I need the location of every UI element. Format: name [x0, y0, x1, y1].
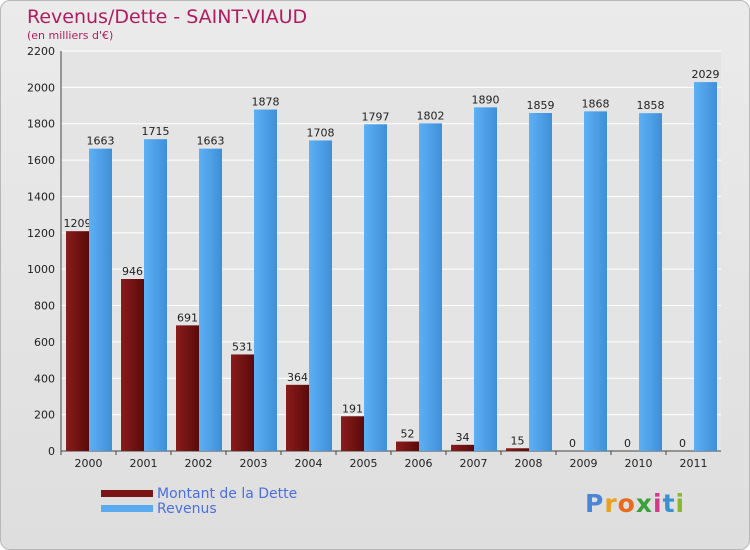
x-tick-label: 2000: [75, 457, 103, 470]
data-label-revenus: 1663: [197, 135, 225, 148]
data-label-dette: 1209: [64, 217, 92, 230]
bar-revenus: [309, 140, 332, 452]
data-label-revenus: 1663: [87, 135, 115, 148]
data-label-revenus: 1890: [472, 93, 500, 106]
data-label-revenus: 1858: [637, 99, 665, 112]
data-label-dette: 691: [177, 311, 198, 324]
legend-item-dette: Montant de la Dette: [101, 485, 298, 502]
data-label-revenus: 1708: [307, 126, 335, 139]
data-label-dette: 0: [679, 437, 686, 450]
proxiti-logo: Proxiti: [585, 489, 686, 518]
y-tick-label: 2200: [27, 45, 55, 58]
x-tick-label: 2009: [570, 457, 598, 470]
bar-revenus: [364, 124, 387, 451]
bar-dette: [121, 279, 144, 451]
data-label-dette: 15: [511, 434, 525, 447]
x-tick-label: 2010: [625, 457, 653, 470]
x-tick-label: 2007: [460, 457, 488, 470]
y-tick-label: 1000: [27, 263, 55, 276]
data-label-revenus: 1859: [527, 99, 555, 112]
legend-label-dette: Montant de la Dette: [157, 485, 298, 502]
data-label-revenus: 2029: [692, 68, 720, 81]
bar-dette: [506, 448, 529, 451]
legend-label-revenus: Revenus: [157, 500, 217, 517]
bar-dette: [231, 354, 254, 451]
bar-revenus: [144, 139, 167, 451]
data-label-dette: 191: [342, 402, 363, 415]
plot-area: [61, 51, 721, 451]
legend-swatch-dette: [101, 490, 153, 497]
data-label-revenus: 1868: [582, 97, 610, 110]
y-tick-label: 0: [48, 445, 55, 458]
y-tick-label: 1800: [27, 118, 55, 131]
bar-revenus: [474, 107, 497, 451]
bar-revenus: [89, 148, 112, 452]
chart-subtitle: (en milliers d'€): [27, 29, 114, 42]
data-label-revenus: 1878: [252, 96, 280, 109]
bar-revenus: [254, 109, 277, 451]
bar-dette: [396, 441, 419, 451]
bar-revenus: [529, 113, 552, 451]
chart-title: Revenus/Dette - SAINT-VIAUD: [27, 6, 308, 28]
x-tick-label: 2008: [515, 457, 543, 470]
data-label-revenus: 1715: [142, 125, 170, 138]
data-label-dette: 364: [287, 371, 308, 384]
x-tick-label: 2001: [130, 457, 158, 470]
bar-revenus: [694, 82, 717, 451]
x-tick-label: 2006: [405, 457, 433, 470]
bar-revenus: [639, 113, 662, 451]
data-label-dette: 34: [456, 431, 470, 444]
bar-revenus: [419, 123, 442, 451]
x-tick-label: 2004: [295, 457, 323, 470]
y-tick-label: 200: [34, 409, 55, 422]
data-label-dette: 946: [122, 265, 143, 278]
bar-dette: [66, 231, 89, 451]
bar-dette: [176, 325, 199, 451]
y-tick-label: 400: [34, 372, 55, 385]
legend-swatch-revenus: [101, 505, 153, 512]
data-label-dette: 52: [401, 428, 415, 441]
bar-dette: [286, 384, 309, 451]
bar-revenus: [584, 111, 607, 451]
x-tick-label: 2003: [240, 457, 268, 470]
bar-dette: [451, 444, 474, 451]
y-tick-label: 800: [34, 300, 55, 313]
data-label-dette: 0: [624, 437, 631, 450]
data-label-dette: 0: [569, 437, 576, 450]
data-label-revenus: 1797: [362, 110, 390, 123]
legend: Montant de la Dette Revenus: [101, 485, 298, 517]
y-tick-label: 1200: [27, 227, 55, 240]
y-tick-label: 1600: [27, 154, 55, 167]
y-tick-label: 1400: [27, 190, 55, 203]
legend-item-revenus: Revenus: [101, 500, 297, 517]
x-tick-label: 2011: [680, 457, 708, 470]
bar-dette: [341, 416, 364, 451]
y-tick-label: 2000: [27, 81, 55, 94]
y-tick-label: 600: [34, 336, 55, 349]
data-label-dette: 531: [232, 340, 253, 353]
x-tick-label: 2002: [185, 457, 213, 470]
bar-revenus: [199, 148, 222, 452]
data-label-revenus: 1802: [417, 109, 445, 122]
x-tick-label: 2005: [350, 457, 378, 470]
